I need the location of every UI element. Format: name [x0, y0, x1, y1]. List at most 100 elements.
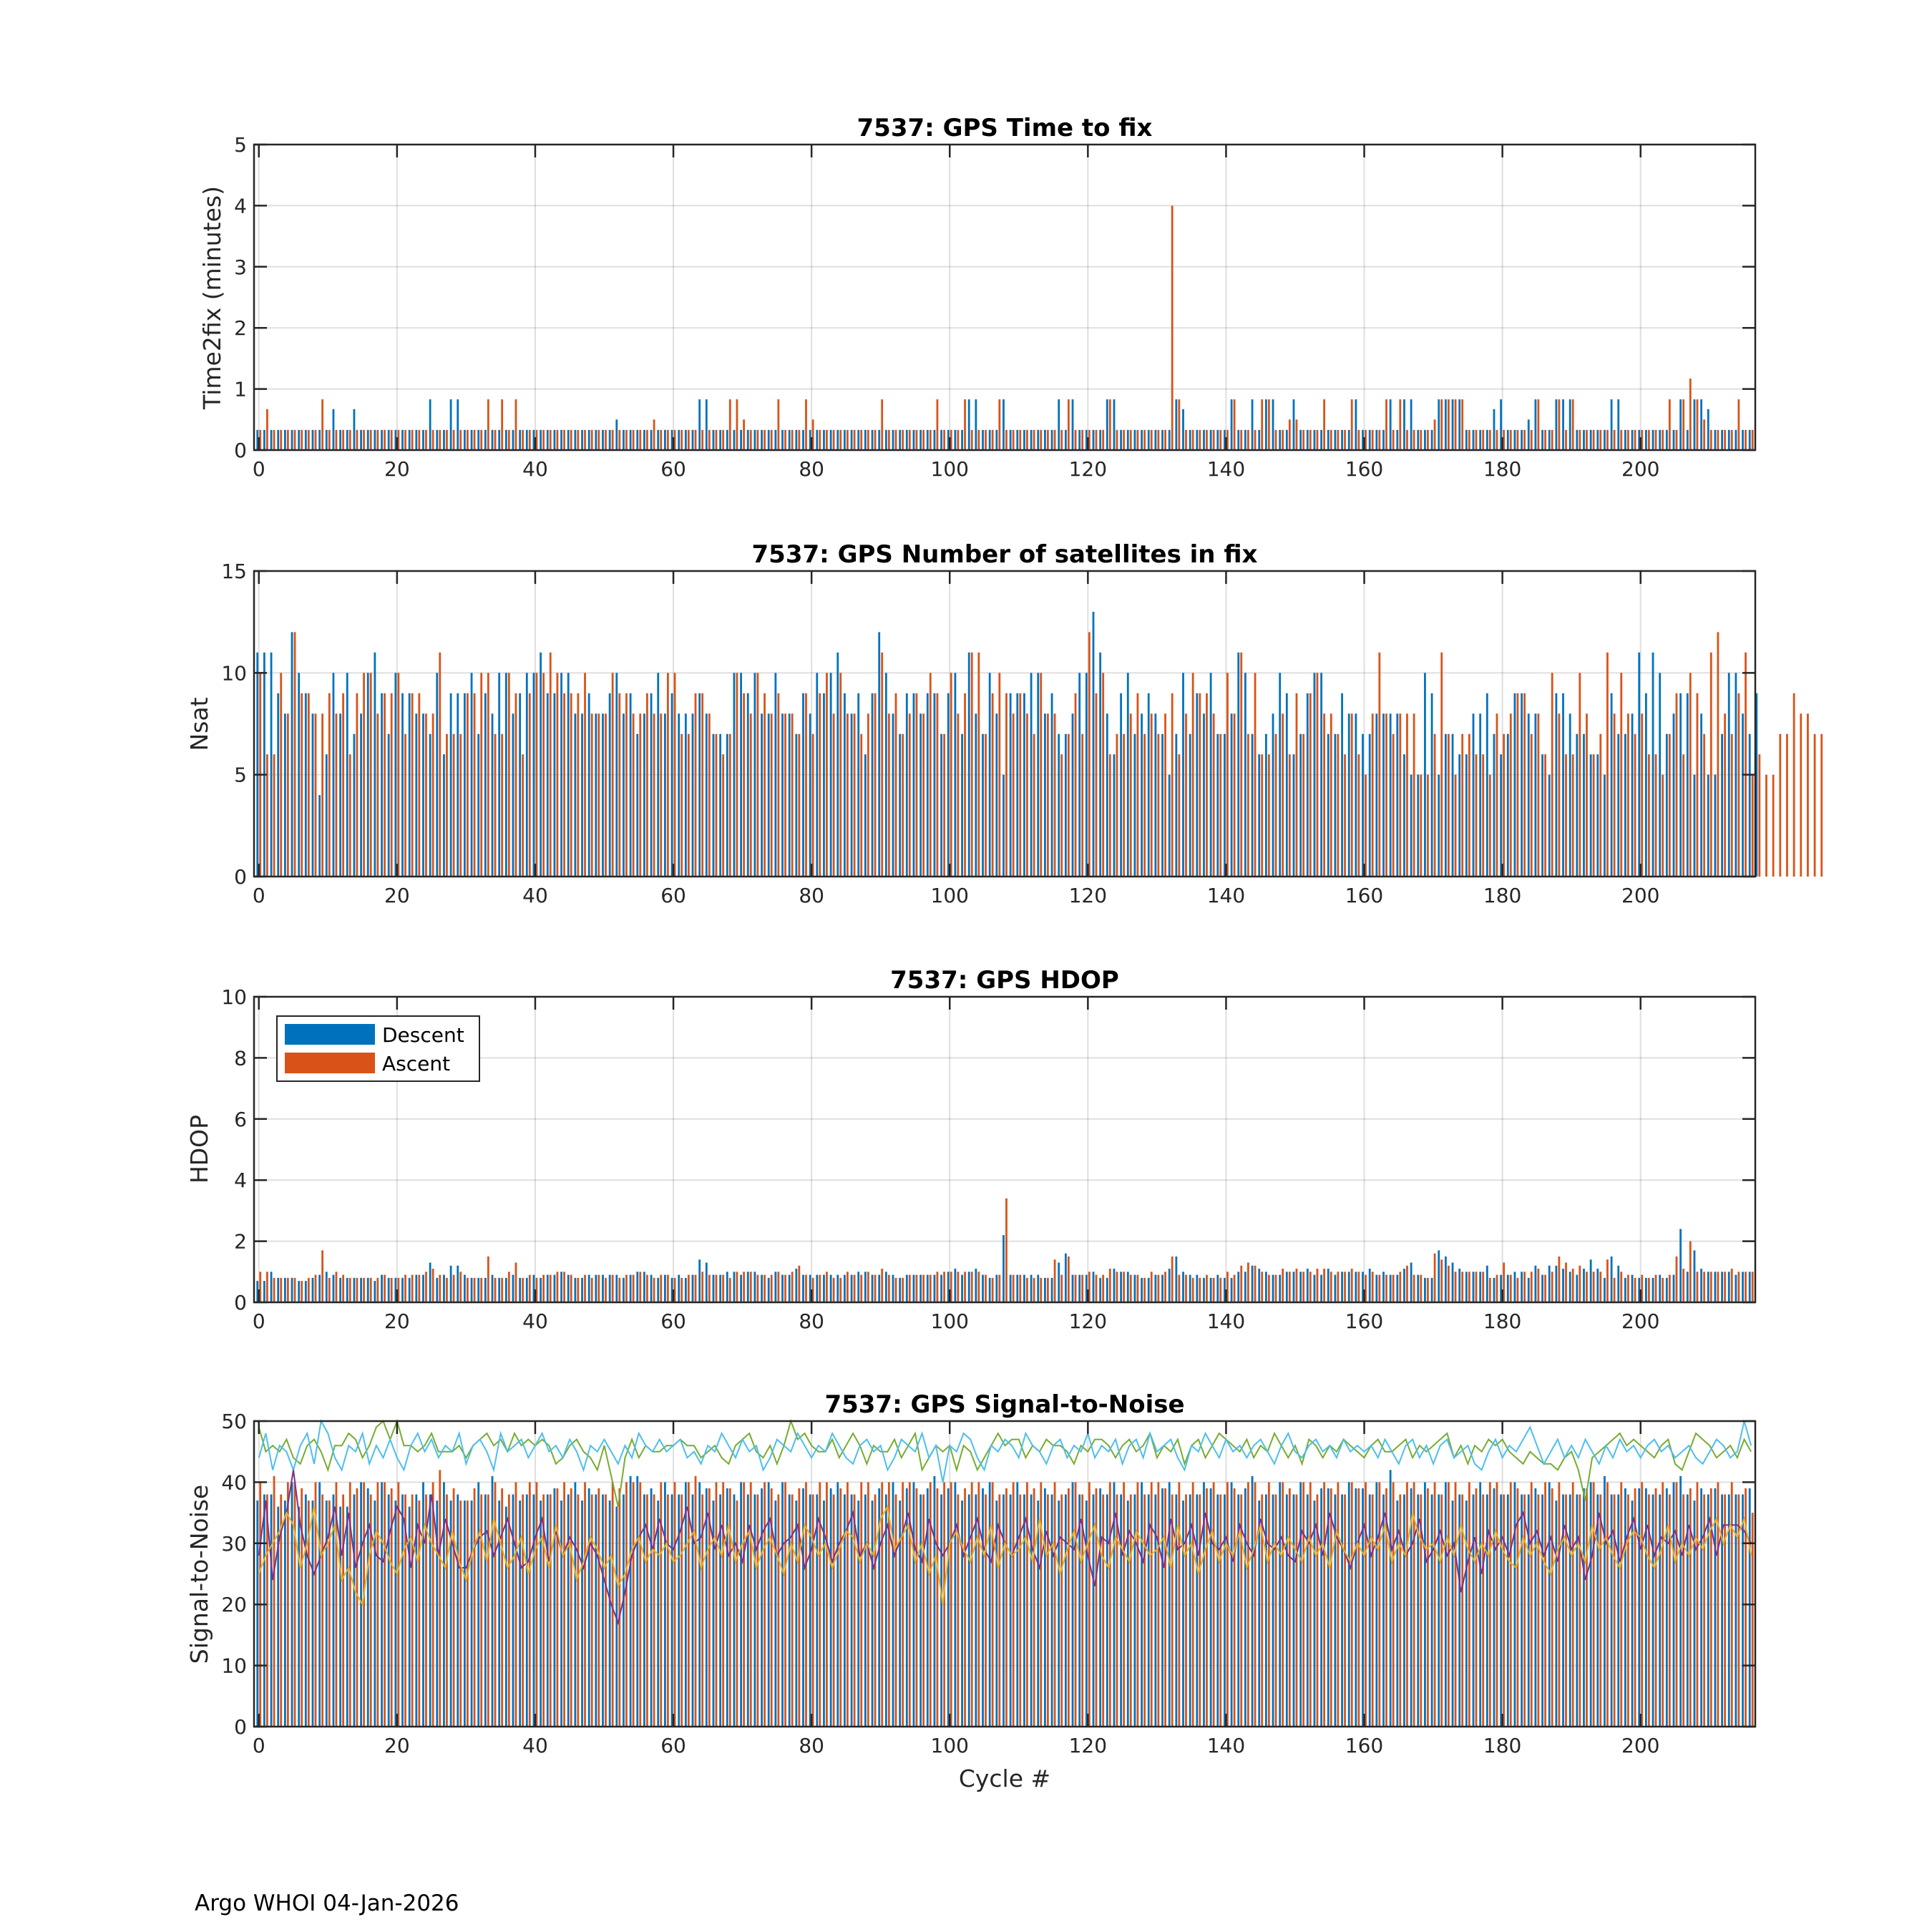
- bar-descent: [753, 673, 756, 877]
- bar-ascent: [1116, 1494, 1118, 1727]
- bar-ascent: [1447, 399, 1450, 450]
- bar-ascent: [459, 733, 462, 877]
- bar-ascent: [1191, 429, 1194, 450]
- bar-descent: [1071, 1274, 1074, 1302]
- bar-descent: [871, 429, 874, 450]
- bar-ascent: [321, 399, 324, 450]
- bar-descent: [1320, 1274, 1323, 1302]
- bar-descent: [498, 1277, 501, 1302]
- bar-descent: [464, 429, 466, 450]
- bar-ascent: [1509, 429, 1512, 450]
- bar-ascent: [694, 1274, 697, 1302]
- bar-descent: [1721, 733, 1723, 877]
- bar-ascent: [563, 429, 565, 450]
- y-tick-label: 20: [221, 1593, 247, 1616]
- bar-descent: [753, 1272, 756, 1302]
- bar-descent: [491, 1475, 494, 1727]
- bar-descent: [816, 429, 819, 450]
- bar-descent: [1693, 774, 1696, 877]
- bar-descent: [581, 1501, 583, 1727]
- bar-descent: [705, 713, 708, 877]
- bar-ascent: [487, 399, 489, 450]
- bar-ascent: [605, 1277, 607, 1302]
- bar-descent: [961, 733, 963, 877]
- bar-descent: [436, 1277, 439, 1302]
- x-tick-label: 20: [384, 884, 410, 907]
- bar-ascent: [1551, 429, 1553, 450]
- bar-descent: [1306, 1269, 1309, 1302]
- bar-descent: [1665, 429, 1668, 450]
- bar-descent: [602, 1494, 604, 1727]
- bar-descent: [1410, 399, 1413, 450]
- bar-ascent: [701, 693, 704, 877]
- bar-ascent: [887, 429, 890, 450]
- bar-ascent: [1157, 733, 1160, 877]
- bar-descent: [1244, 1272, 1246, 1302]
- bar-ascent: [1019, 429, 1022, 450]
- bar-ascent: [991, 1277, 994, 1302]
- bar-ascent: [1516, 429, 1519, 450]
- bar-descent: [657, 429, 660, 450]
- bar-ascent: [1178, 1482, 1181, 1727]
- bar-descent: [1175, 399, 1178, 450]
- x-tick-label: 200: [1621, 884, 1659, 907]
- bar-descent: [263, 1281, 265, 1302]
- bar-ascent: [501, 1488, 504, 1727]
- bar-ascent: [514, 399, 517, 450]
- bar-ascent: [1095, 429, 1098, 450]
- bar-descent: [422, 429, 424, 450]
- bar-descent: [1506, 1274, 1509, 1302]
- bar-ascent: [1530, 1482, 1533, 1727]
- bar-descent: [1161, 429, 1163, 450]
- bar-ascent: [715, 1274, 718, 1302]
- bar-descent: [1292, 754, 1295, 877]
- bar-ascent: [805, 1482, 807, 1727]
- bar-descent: [587, 429, 590, 450]
- bar-descent: [394, 673, 397, 877]
- bar-descent: [449, 1265, 452, 1302]
- bar-ascent: [826, 1272, 828, 1302]
- bar-descent: [1023, 693, 1025, 877]
- bar-descent: [836, 1482, 839, 1727]
- bar-descent: [1382, 1272, 1385, 1302]
- bar-ascent: [743, 693, 745, 877]
- bar-ascent: [390, 429, 393, 450]
- bar-ascent: [1586, 1488, 1588, 1727]
- bar-descent: [975, 713, 977, 877]
- bar-ascent: [1047, 1277, 1049, 1302]
- bar-descent: [291, 429, 293, 450]
- bar-descent: [1009, 1494, 1012, 1727]
- bar-ascent: [936, 399, 939, 450]
- bar-ascent: [514, 693, 517, 877]
- bar-descent: [353, 1277, 356, 1302]
- bar-ascent: [1420, 774, 1423, 877]
- bar-ascent: [666, 1274, 669, 1302]
- bar-ascent: [943, 429, 945, 450]
- bar-ascent: [1730, 429, 1733, 450]
- bar-descent: [1679, 693, 1682, 877]
- bar-descent: [1396, 1274, 1399, 1302]
- bar-descent: [1500, 1494, 1503, 1727]
- bar-ascent: [1060, 1274, 1063, 1302]
- bar-ascent: [881, 399, 884, 450]
- bar-ascent: [1599, 429, 1602, 450]
- bar-ascent: [480, 429, 483, 450]
- bar-descent: [304, 693, 307, 877]
- bar-ascent: [1461, 1272, 1464, 1302]
- bar-descent: [1044, 1277, 1046, 1302]
- y-axis-label: HDOP: [185, 1115, 213, 1184]
- bar-ascent: [1592, 1272, 1595, 1302]
- bar-ascent: [1309, 1482, 1312, 1727]
- bar-descent: [339, 713, 342, 877]
- chart-title: 7537: GPS Time to fix: [857, 114, 1153, 142]
- bar-descent: [933, 1274, 936, 1302]
- bar-descent: [504, 1506, 507, 1727]
- bar-ascent: [673, 1277, 676, 1302]
- y-tick-label: 5: [234, 133, 247, 157]
- bar-ascent: [1641, 429, 1644, 450]
- bar-descent: [684, 1277, 687, 1302]
- bar-ascent: [528, 429, 531, 450]
- bar-ascent: [1579, 673, 1581, 877]
- bar-descent: [1596, 1494, 1599, 1727]
- bar-ascent: [791, 1494, 794, 1727]
